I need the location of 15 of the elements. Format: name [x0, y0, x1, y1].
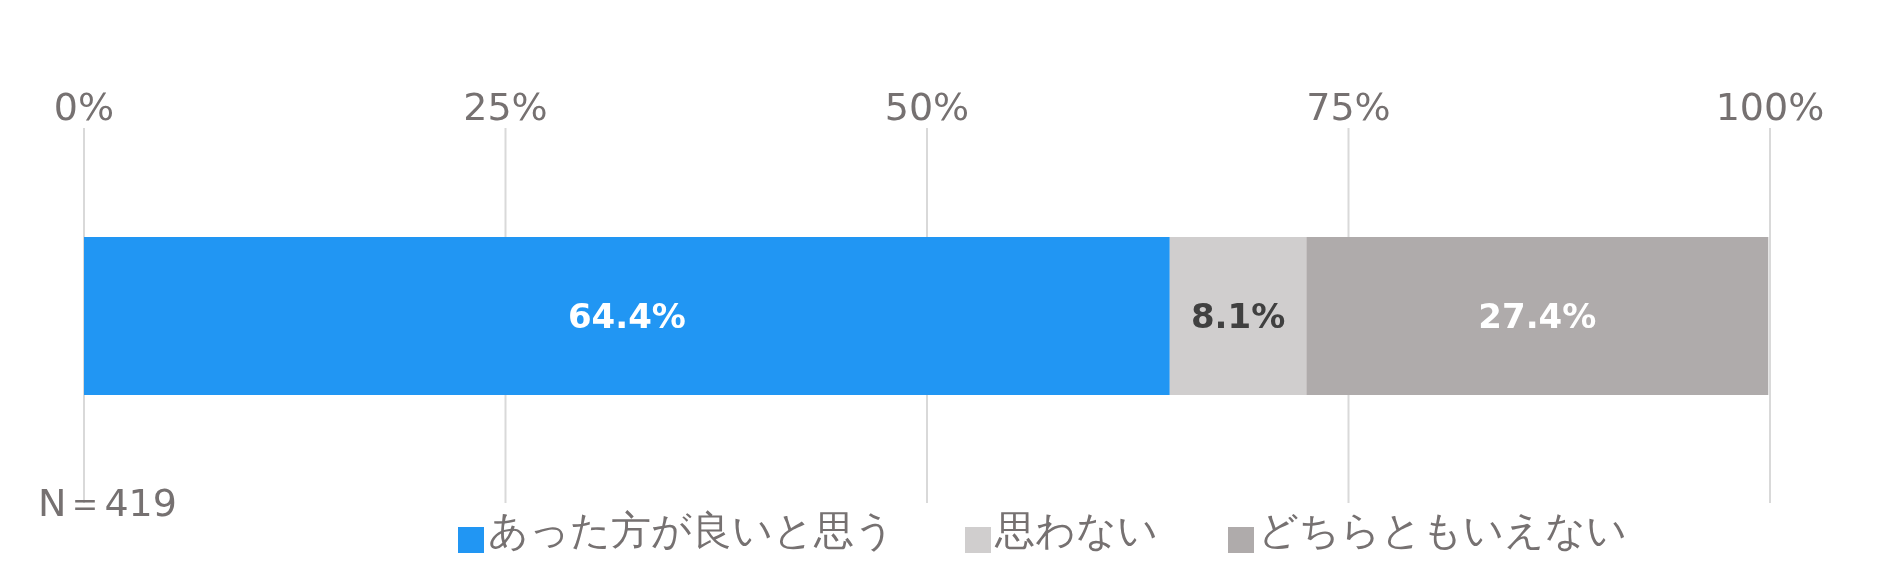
x-tick-label: 50%: [884, 85, 970, 129]
data-label: 8.1%: [1190, 296, 1286, 336]
data-label: 27.4%: [1478, 296, 1597, 336]
x-tick-label: 75%: [1306, 85, 1391, 129]
x-tick-label: 100%: [1715, 85, 1825, 129]
bar: [1169, 237, 1307, 395]
x-tick-label: 25%: [463, 85, 548, 129]
legend-label: あった方が良いと思う: [487, 507, 895, 553]
legend-label: 思わない: [994, 507, 1158, 553]
bar: [84, 237, 1170, 395]
data-label: 64.4%: [567, 296, 686, 336]
x-tick-label: 0%: [53, 85, 115, 129]
annotation: N＝419: [38, 480, 177, 527]
bar: [1306, 237, 1769, 395]
legend-label: どちらともいえない: [1257, 507, 1627, 553]
